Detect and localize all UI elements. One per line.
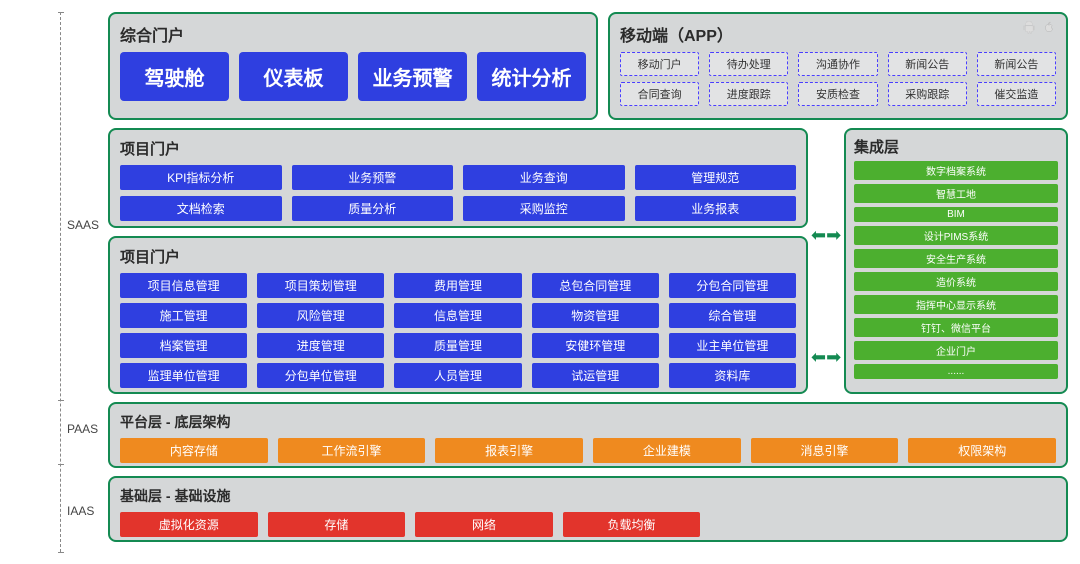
section-infra: 基础层 - 基础设施 虚拟化资源 存储 网络 负载均衡 — [108, 476, 1068, 542]
int-1[interactable]: 智慧工地 — [854, 184, 1058, 203]
mobile-r1-1[interactable]: 待办处理 — [709, 52, 788, 76]
apple-icon — [1042, 20, 1056, 34]
mobile-title: 移动端（APP） — [620, 22, 1056, 46]
proj2-r4-3[interactable]: 试运管理 — [532, 363, 659, 388]
mobile-r1-3[interactable]: 新闻公告 — [888, 52, 967, 76]
proj2-r4-1[interactable]: 分包单位管理 — [257, 363, 384, 388]
android-icon — [1022, 20, 1036, 34]
plat-5[interactable]: 权限架构 — [908, 438, 1056, 463]
int-6[interactable]: 指挥中心显示系统 — [854, 295, 1058, 314]
proj2-r1-0[interactable]: 项目信息管理 — [120, 273, 247, 298]
portal-title: 综合门户 — [120, 22, 586, 46]
int-7[interactable]: 钉钉、微信平台 — [854, 318, 1058, 337]
int-3[interactable]: 设计PIMS系统 — [854, 226, 1058, 245]
section-project1: 项目门户 KPI指标分析 业务预警 业务查询 管理规范 文档检索 质量分析 采购… — [108, 128, 808, 228]
platform-title: 平台层 - 底层架构 — [120, 412, 1056, 432]
plat-1[interactable]: 工作流引擎 — [278, 438, 426, 463]
portal-btn-3[interactable]: 统计分析 — [477, 52, 586, 101]
plat-3[interactable]: 企业建模 — [593, 438, 741, 463]
infra-0[interactable]: 虚拟化资源 — [120, 512, 258, 537]
proj2-r2-0[interactable]: 施工管理 — [120, 303, 247, 328]
mobile-r1-4[interactable]: 新闻公告 — [977, 52, 1056, 76]
infra-title: 基础层 - 基础设施 — [120, 486, 1056, 506]
int-5[interactable]: 造价系统 — [854, 272, 1058, 291]
int-0[interactable]: 数字档案系统 — [854, 161, 1058, 180]
connector-arrow-2: ⬅➡ — [811, 348, 841, 366]
proj1-r2-3[interactable]: 业务报表 — [635, 196, 797, 221]
proj1-r1-0[interactable]: KPI指标分析 — [120, 165, 282, 190]
proj2-r3-3[interactable]: 安健环管理 — [532, 333, 659, 358]
proj2-r1-3[interactable]: 总包合同管理 — [532, 273, 659, 298]
proj1-r1-2[interactable]: 业务查询 — [463, 165, 625, 190]
label-iaas: IAAS — [67, 504, 94, 518]
project2-title: 项目门户 — [120, 246, 796, 267]
proj2-r3-0[interactable]: 档案管理 — [120, 333, 247, 358]
integration-title: 集成层 — [854, 136, 1058, 157]
plat-2[interactable]: 报表引擎 — [435, 438, 583, 463]
mobile-r1-0[interactable]: 移动门户 — [620, 52, 699, 76]
proj2-r4-4[interactable]: 资料库 — [669, 363, 796, 388]
int-8[interactable]: 企业门户 — [854, 341, 1058, 360]
int-4[interactable]: 安全生产系统 — [854, 249, 1058, 268]
diagram-root: 综合门户 驾驶舱 仪表板 业务预警 统计分析 移动端（APP） 移动门户 待办处… — [108, 12, 1068, 552]
proj1-r2-2[interactable]: 采购监控 — [463, 196, 625, 221]
section-platform: 平台层 - 底层架构 内容存储 工作流引擎 报表引擎 企业建模 消息引擎 权限架… — [108, 402, 1068, 468]
portal-btn-0[interactable]: 驾驶舱 — [120, 52, 229, 101]
plat-4[interactable]: 消息引擎 — [751, 438, 899, 463]
int-2[interactable]: BIM — [854, 207, 1058, 222]
mobile-r2-1[interactable]: 进度跟踪 — [709, 82, 788, 106]
section-mobile: 移动端（APP） 移动门户 待办处理 沟通协作 新闻公告 新闻公告 合同查询 进… — [608, 12, 1068, 120]
section-integration: 集成层 数字档案系统 智慧工地 BIM 设计PIMS系统 安全生产系统 造价系统… — [844, 128, 1068, 394]
mobile-r2-2[interactable]: 安质检查 — [798, 82, 877, 106]
int-9[interactable]: ...... — [854, 364, 1058, 379]
proj2-r2-3[interactable]: 物资管理 — [532, 303, 659, 328]
proj2-r4-2[interactable]: 人员管理 — [394, 363, 521, 388]
label-paas: PAAS — [67, 422, 98, 436]
proj2-r4-0[interactable]: 监理单位管理 — [120, 363, 247, 388]
proj1-r2-1[interactable]: 质量分析 — [292, 196, 454, 221]
mobile-r2-4[interactable]: 催交监造 — [977, 82, 1056, 106]
proj2-r1-4[interactable]: 分包合同管理 — [669, 273, 796, 298]
mobile-r2-3[interactable]: 采购跟踪 — [888, 82, 967, 106]
proj1-r1-3[interactable]: 管理规范 — [635, 165, 797, 190]
infra-1[interactable]: 存储 — [268, 512, 406, 537]
section-portal: 综合门户 驾驶舱 仪表板 业务预警 统计分析 — [108, 12, 598, 120]
infra-2[interactable]: 网络 — [415, 512, 553, 537]
plat-0[interactable]: 内容存储 — [120, 438, 268, 463]
mobile-r2-0[interactable]: 合同查询 — [620, 82, 699, 106]
mobile-r1-2[interactable]: 沟通协作 — [798, 52, 877, 76]
side-label-column: SAAS PAAS IAAS — [60, 12, 106, 552]
proj2-r1-2[interactable]: 费用管理 — [394, 273, 521, 298]
proj2-r2-1[interactable]: 风险管理 — [257, 303, 384, 328]
proj2-r3-1[interactable]: 进度管理 — [257, 333, 384, 358]
mobile-os-icons — [1022, 20, 1056, 34]
proj2-r3-4[interactable]: 业主单位管理 — [669, 333, 796, 358]
proj2-r3-2[interactable]: 质量管理 — [394, 333, 521, 358]
proj1-r1-1[interactable]: 业务预警 — [292, 165, 454, 190]
portal-btn-1[interactable]: 仪表板 — [239, 52, 348, 101]
project1-title: 项目门户 — [120, 138, 796, 159]
proj1-r2-0[interactable]: 文档检索 — [120, 196, 282, 221]
proj2-r1-1[interactable]: 项目策划管理 — [257, 273, 384, 298]
section-project2: 项目门户 项目信息管理 项目策划管理 费用管理 总包合同管理 分包合同管理 施工… — [108, 236, 808, 394]
proj2-r2-2[interactable]: 信息管理 — [394, 303, 521, 328]
portal-btn-2[interactable]: 业务预警 — [358, 52, 467, 101]
infra-3[interactable]: 负载均衡 — [563, 512, 701, 537]
label-saas: SAAS — [67, 218, 99, 232]
connector-arrow-1: ⬅➡ — [811, 226, 841, 244]
proj2-r2-4[interactable]: 综合管理 — [669, 303, 796, 328]
